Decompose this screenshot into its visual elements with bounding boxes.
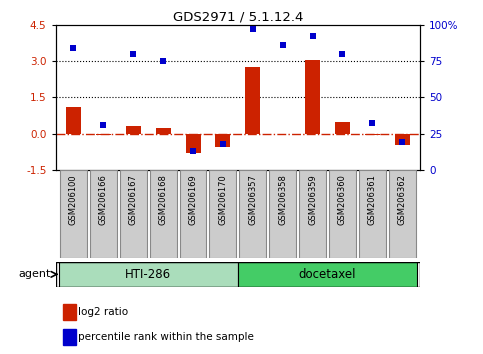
Text: GSM206359: GSM206359: [308, 174, 317, 225]
Bar: [126, 126, 141, 133]
Text: log2 ratio: log2 ratio: [78, 307, 128, 317]
FancyBboxPatch shape: [299, 170, 326, 258]
Bar: [245, 67, 260, 133]
Text: GSM206166: GSM206166: [99, 174, 108, 225]
FancyBboxPatch shape: [180, 170, 207, 258]
Bar: [215, 133, 230, 147]
Text: GSM206357: GSM206357: [248, 174, 257, 225]
FancyBboxPatch shape: [150, 170, 177, 258]
Bar: [66, 107, 81, 133]
Text: GSM206360: GSM206360: [338, 174, 347, 225]
FancyBboxPatch shape: [359, 170, 386, 258]
Text: percentile rank within the sample: percentile rank within the sample: [78, 332, 254, 342]
FancyBboxPatch shape: [240, 170, 266, 258]
FancyBboxPatch shape: [58, 262, 238, 287]
Bar: [305, 60, 320, 133]
Bar: [365, 133, 380, 135]
FancyBboxPatch shape: [329, 170, 356, 258]
Text: GSM206358: GSM206358: [278, 174, 287, 225]
Text: HTI-286: HTI-286: [125, 268, 171, 281]
FancyBboxPatch shape: [60, 170, 87, 258]
FancyBboxPatch shape: [389, 170, 416, 258]
Text: GSM206361: GSM206361: [368, 174, 377, 225]
Text: GSM206362: GSM206362: [398, 174, 407, 225]
Bar: [63, 304, 76, 320]
Bar: [156, 127, 170, 133]
FancyBboxPatch shape: [210, 170, 236, 258]
Bar: [335, 121, 350, 133]
FancyBboxPatch shape: [90, 170, 117, 258]
Title: GDS2971 / 5.1.12.4: GDS2971 / 5.1.12.4: [173, 11, 303, 24]
Bar: [395, 133, 410, 144]
FancyBboxPatch shape: [269, 170, 296, 258]
Text: GSM206100: GSM206100: [69, 174, 78, 225]
Text: GSM206170: GSM206170: [218, 174, 227, 225]
Text: GSM206168: GSM206168: [158, 174, 168, 225]
FancyBboxPatch shape: [120, 170, 147, 258]
Text: docetaxel: docetaxel: [299, 268, 356, 281]
Text: agent: agent: [18, 269, 51, 279]
FancyBboxPatch shape: [238, 262, 417, 287]
Text: GSM206169: GSM206169: [188, 174, 198, 225]
Bar: [185, 133, 200, 153]
Bar: [63, 329, 76, 345]
Text: GSM206167: GSM206167: [129, 174, 138, 225]
Bar: [96, 133, 111, 135]
